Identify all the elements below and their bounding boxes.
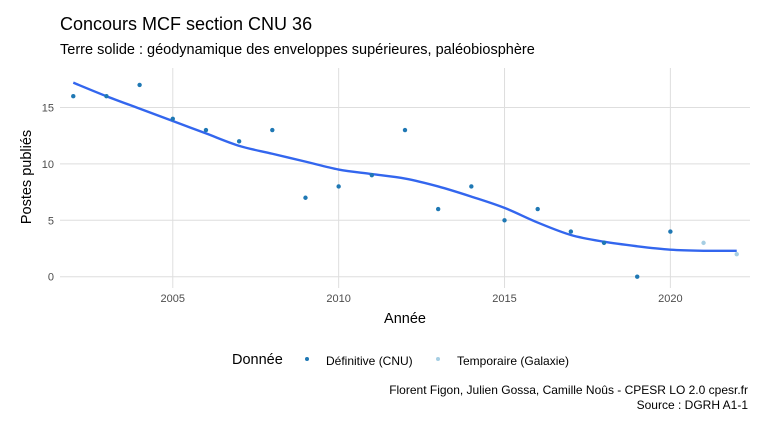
data-point-definitive — [668, 229, 673, 234]
data-point-definitive — [104, 94, 109, 99]
data-point-definitive — [635, 274, 640, 279]
data-point-definitive — [402, 127, 408, 133]
x-tick-labels: 2005 2010 2015 2020 — [161, 293, 683, 305]
caption: Florent Figon, Julien Gossa, Camille Noû… — [389, 383, 748, 413]
data-point-definitive — [369, 172, 375, 178]
data-point-definitive — [203, 127, 209, 133]
data-point-definitive — [469, 184, 474, 189]
legend-title: Donnée — [232, 352, 283, 368]
grid-lines — [60, 68, 750, 288]
x-tick-label: 2020 — [658, 293, 682, 305]
data-point-definitive — [137, 82, 142, 88]
data-point-definitive — [535, 206, 540, 212]
points-layer — [71, 82, 739, 279]
data-point-definitive — [270, 127, 275, 133]
smooth-curve-layer — [72, 81, 737, 253]
y-axis-label: Postes publiés — [19, 130, 35, 224]
y-tick-label: 10 — [42, 159, 54, 171]
legend-key-temporaire — [429, 350, 447, 368]
caption-credits: Florent Figon, Julien Gossa, Camille Noû… — [389, 383, 748, 397]
chart-title: Concours MCF section CNU 36 — [60, 14, 313, 34]
legend-dot-temporaire — [436, 357, 440, 361]
data-point-definitive — [601, 240, 607, 246]
caption-source: Source : DGRH A1-1 — [636, 398, 748, 412]
y-tick-labels: 0 5 10 15 — [42, 102, 54, 283]
data-point-definitive — [568, 229, 574, 234]
smooth-trend-line — [72, 81, 737, 253]
data-point-definitive — [236, 139, 242, 144]
y-tick-label: 15 — [42, 102, 54, 114]
legend-dot-definitive — [305, 357, 309, 361]
x-axis-label: Année — [384, 311, 426, 327]
legend: Donnée Définitive (CNU) Temporaire (Gala… — [0, 350, 768, 372]
legend-label-definitive: Définitive (CNU) — [326, 354, 413, 368]
x-tick-label: 2010 — [326, 293, 350, 305]
x-tick-label: 2015 — [492, 293, 516, 305]
data-point-temporaire — [701, 240, 706, 246]
chart-subtitle: Terre solide : géodynamique des envelopp… — [60, 42, 535, 58]
y-tick-label: 0 — [48, 272, 54, 284]
data-point-definitive — [336, 184, 341, 189]
legend-key-definitive — [298, 350, 316, 368]
data-point-temporaire — [734, 251, 739, 257]
data-point-definitive — [435, 206, 441, 212]
data-point-definitive — [303, 195, 308, 200]
data-point-definitive — [71, 94, 76, 99]
data-point-definitive — [502, 218, 507, 223]
data-point-definitive — [170, 116, 175, 121]
y-tick-label: 5 — [48, 215, 54, 227]
chart-plot: 0 5 10 15 2005 2010 2015 2020 Année Postes pub… — [19, 68, 750, 327]
x-tick-label: 2005 — [161, 293, 185, 305]
legend-label-temporaire: Temporaire (Galaxie) — [457, 354, 570, 368]
